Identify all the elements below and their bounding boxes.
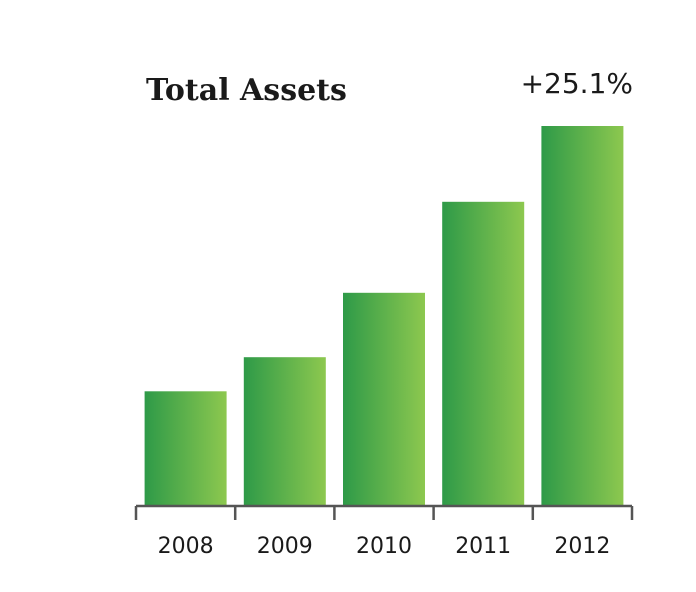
growth-annotation: +25.1% (521, 67, 633, 100)
bar-2011 (442, 201, 525, 506)
x-tick-label: 2012 (554, 534, 610, 559)
x-tick-label: 2011 (455, 534, 511, 559)
chart-title: Total Assets (146, 73, 347, 108)
bar-2010 (343, 292, 425, 505)
x-tick-labels: 2008 2009 2010 2011 2012 (158, 534, 611, 559)
x-tick-label: 2009 (257, 534, 313, 559)
bars-group (144, 126, 624, 506)
bar-2008 (144, 391, 227, 505)
bar-2012 (541, 126, 624, 505)
x-axis (134, 504, 634, 520)
x-tick-label: 2010 (356, 534, 412, 559)
x-tick-label: 2008 (158, 534, 214, 559)
bar-2009 (243, 357, 326, 505)
